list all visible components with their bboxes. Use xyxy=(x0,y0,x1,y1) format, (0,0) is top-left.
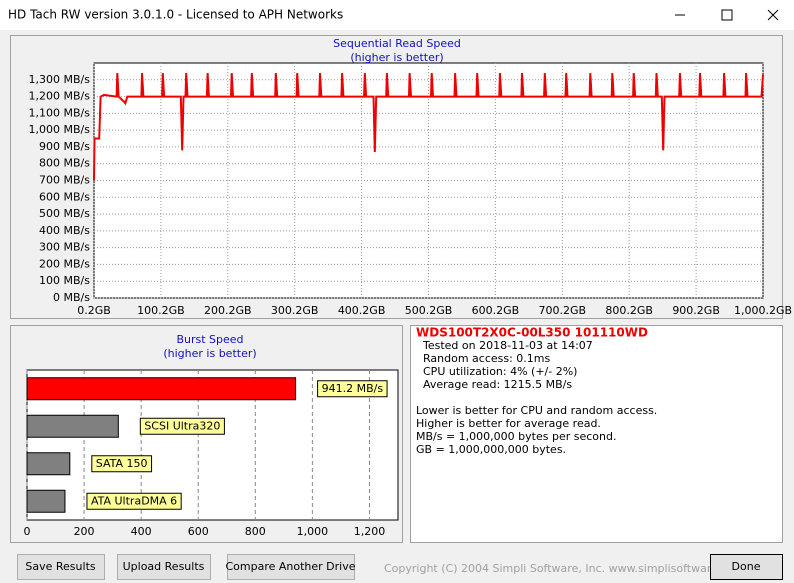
detail: Tested on 2018-11-03 at 14:07 xyxy=(422,339,593,352)
bar-label: SCSI Ultra320 xyxy=(144,419,220,432)
x-tick-label: 200 xyxy=(74,525,95,538)
bar-label: 941.2 MB/s xyxy=(322,382,384,395)
button-label[interactable]: Done xyxy=(732,560,761,573)
x-tick-label: 800.2GB xyxy=(605,304,653,317)
info-panel xyxy=(410,325,783,543)
bar-label: ATA UltraDMA 6 xyxy=(91,494,177,507)
y-tick-label: 700 MB/s xyxy=(39,174,90,187)
x-tick-label: 500.2GB xyxy=(405,304,453,317)
button-label[interactable]: Save Results xyxy=(25,560,95,573)
bar xyxy=(26,414,119,438)
note: Higher is better for average read. xyxy=(416,417,601,430)
y-tick-label: 1,200 MB/s xyxy=(29,90,91,103)
y-tick-label: 200 MB/s xyxy=(39,257,90,270)
burst-title: Burst Speed xyxy=(176,333,243,346)
bar xyxy=(26,489,66,513)
x-tick-label: 400.2GB xyxy=(338,304,386,317)
detail: Average read: 1215.5 MB/s xyxy=(423,378,572,391)
layer: 0 MB/s 100 MB/s 200 MB/s 300 MB/s 400 MB/s 50… xyxy=(17,63,792,580)
x-tick-label: 700.2GB xyxy=(539,304,587,317)
y-tick-label: 1,300 MB/s xyxy=(29,73,91,86)
y-tick-label: 100 MB/s xyxy=(39,274,90,287)
button[interactable] xyxy=(117,554,211,580)
label-box xyxy=(86,492,182,510)
y-tick-label: 1,000 MB/s xyxy=(29,123,91,136)
y-tick-label: 1,100 MB/s xyxy=(29,106,91,119)
y-tick-label: 0 MB/s xyxy=(53,291,90,304)
button[interactable] xyxy=(710,554,783,580)
read-line xyxy=(93,73,764,181)
x-tick-label: 600 xyxy=(188,525,209,538)
y-tick-label: 900 MB/s xyxy=(39,140,90,153)
x-tick-label: 1,000.2GB xyxy=(734,304,792,317)
x-tick-label: 100.2GB xyxy=(137,304,185,317)
y-tick-label: 400 MB/s xyxy=(39,224,90,237)
x-tick-label: 1,200 xyxy=(354,525,386,538)
y-tick-label: 300 MB/s xyxy=(39,241,90,254)
button[interactable] xyxy=(17,554,105,580)
detail: Random access: 0.1ms xyxy=(423,352,551,365)
button-label[interactable]: Upload Results xyxy=(123,560,205,573)
maximize[interactable] xyxy=(721,9,733,21)
button[interactable] xyxy=(227,554,355,580)
note: GB = 1,000,000,000 bytes. xyxy=(416,443,566,456)
x-tick-label: 1,000 xyxy=(297,525,329,538)
x-tick-label: 800 xyxy=(245,525,266,538)
bar xyxy=(26,452,71,476)
button-label[interactable]: Compare Another Drive xyxy=(225,560,355,573)
read-subtitle: (higher is better) xyxy=(350,51,443,64)
note: MB/s = 1,000,000 bytes per second. xyxy=(416,430,616,443)
x-tick-label: 300.2GB xyxy=(271,304,319,317)
burst-subtitle: (higher is better) xyxy=(163,347,256,360)
close[interactable] xyxy=(767,9,779,21)
y-tick-label: 500 MB/s xyxy=(39,207,90,220)
copyright: Copyright (C) 2004 Simpli Software, Inc.… xyxy=(384,562,745,575)
y-tick-label: 600 MB/s xyxy=(39,190,90,203)
title-bar xyxy=(0,0,794,30)
label-box xyxy=(139,417,225,435)
x-tick-label: 0 xyxy=(24,525,31,538)
x-tick-label: 0.2GB xyxy=(77,304,111,317)
y-tick-label: 800 MB/s xyxy=(39,157,90,170)
detail: CPU utilization: 4% (+/- 2%) xyxy=(423,365,577,378)
drive-name: WDS100T2X0C-00L350 101110WD xyxy=(416,326,648,340)
read-title: Sequential Read Speed xyxy=(333,37,461,50)
label-box xyxy=(317,380,388,398)
window-title: HD Tach RW version 3.0.1.0 - Licensed to… xyxy=(8,8,343,22)
x-tick-label: 400 xyxy=(131,525,152,538)
x-tick-label: 200.2GB xyxy=(204,304,252,317)
x-tick-label: 900.2GB xyxy=(672,304,720,317)
x-tick-label: 600.2GB xyxy=(472,304,520,317)
bar-label: SATA 150 xyxy=(96,457,148,470)
bar xyxy=(26,377,297,401)
label-box xyxy=(91,455,153,473)
note: Lower is better for CPU and random acces… xyxy=(416,404,657,417)
